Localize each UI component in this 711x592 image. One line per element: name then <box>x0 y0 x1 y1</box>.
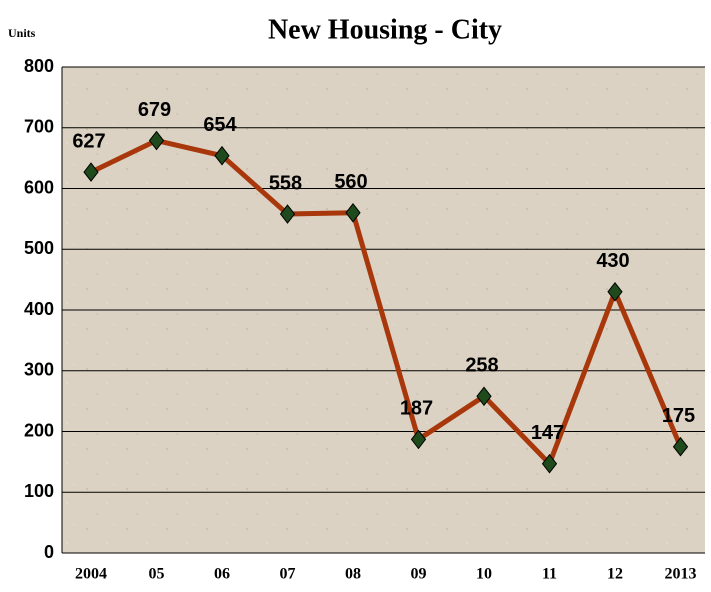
marker <box>607 281 623 302</box>
x-tick-label: 10 <box>476 566 492 583</box>
y-tick-label: 500 <box>24 238 54 258</box>
data-label: 654 <box>203 114 237 136</box>
series-line <box>89 138 683 467</box>
marker <box>672 436 689 457</box>
marker <box>541 453 558 474</box>
x-tick-label: 05 <box>149 566 165 583</box>
marker <box>345 202 361 223</box>
data-label: 430 <box>596 250 629 272</box>
marker <box>279 204 296 224</box>
marker <box>214 145 230 166</box>
marker <box>148 130 165 151</box>
x-tick-label: 12 <box>607 566 623 583</box>
y-tick-label: 800 <box>24 56 54 76</box>
marker <box>410 429 427 450</box>
data-label: 560 <box>334 171 367 193</box>
y-tick-label: 400 <box>24 299 54 319</box>
x-tick-label: 2004 <box>75 566 107 583</box>
marker <box>476 386 492 407</box>
x-tick-label: 06 <box>214 566 230 583</box>
y-tick-label: 200 <box>24 420 54 440</box>
data-label: 147 <box>531 422 564 444</box>
x-tick-label: 08 <box>345 566 361 583</box>
x-tick-label: 09 <box>411 566 427 583</box>
data-label: 258 <box>465 355 498 377</box>
marker <box>83 162 99 182</box>
data-label: 187 <box>400 398 433 420</box>
y-tick-label: 100 <box>24 481 54 501</box>
x-tick-label: 11 <box>542 566 557 583</box>
data-label: 558 <box>269 172 302 194</box>
x-tick-label: 2013 <box>665 566 697 583</box>
y-tick-label: 0 <box>44 542 54 562</box>
y-tick-label: 300 <box>24 360 54 380</box>
data-label: 627 <box>72 130 105 152</box>
x-tick-label: 07 <box>280 566 296 583</box>
y-axis-label: Units <box>8 26 36 40</box>
y-tick-label: 600 <box>24 177 54 197</box>
data-label: 175 <box>662 405 695 427</box>
chart-title: New Housing - City <box>268 14 502 45</box>
y-tick-label: 700 <box>24 117 54 137</box>
data-label: 679 <box>138 99 171 121</box>
